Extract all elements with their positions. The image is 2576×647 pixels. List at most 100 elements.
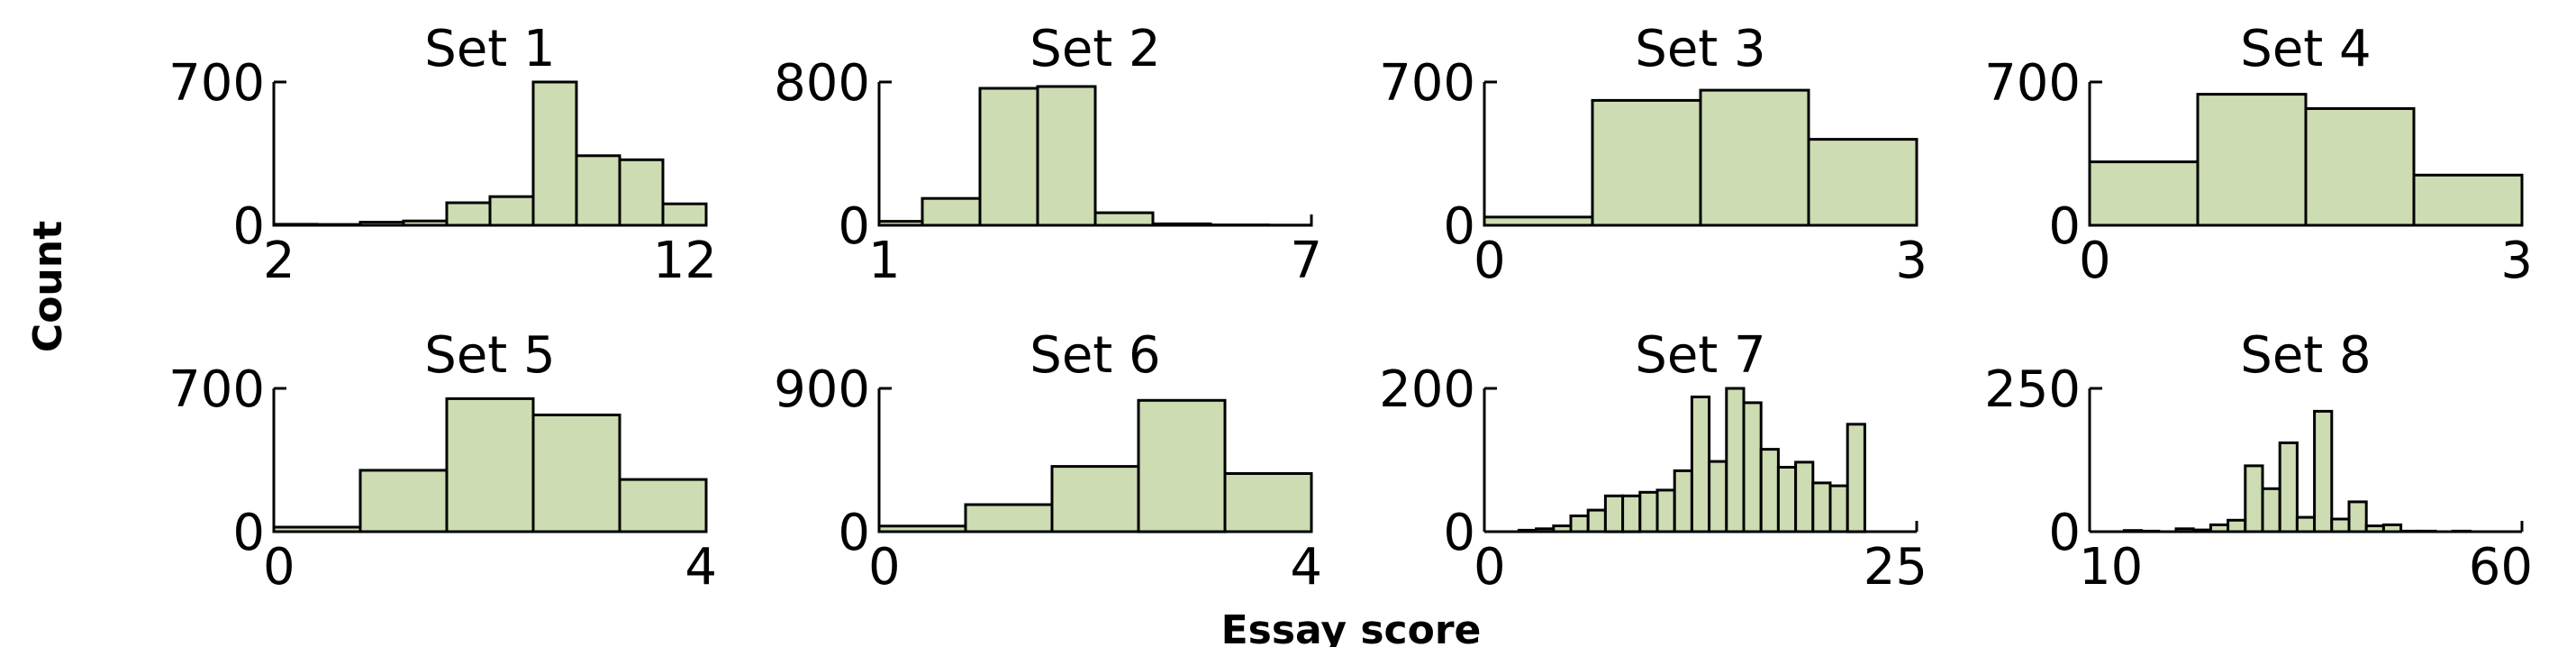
bar-3-4 xyxy=(1807,138,1918,227)
bar-7-13 xyxy=(1725,387,1746,533)
bar-6-3 xyxy=(1050,465,1140,533)
y-tick-label-7-2: 200 xyxy=(1379,360,1475,419)
panel-5: 0 700 0 4 Set 5 xyxy=(168,326,717,597)
bar-7-11 xyxy=(1690,396,1711,533)
y-tick-label-3-2: 700 xyxy=(1379,54,1475,113)
bar-7-6 xyxy=(1603,494,1625,533)
panel-title-5: Set 5 xyxy=(424,326,555,385)
x-tick-label-2-1: 1 xyxy=(868,232,901,290)
bar-7-20 xyxy=(1846,423,1866,533)
panel-4: 0 700 0 3 Set 4 xyxy=(1984,20,2533,290)
panel-1: 0 700 2 12 Set 1 xyxy=(168,20,717,290)
y-tick-label-4-2: 700 xyxy=(1984,54,2081,113)
bar-7-15 xyxy=(1759,448,1780,533)
bar-2-3 xyxy=(978,87,1039,227)
bar-1-10 xyxy=(661,202,708,227)
x-tick-label-4-2: 3 xyxy=(2500,232,2533,290)
x-tick-label-4-1: 0 xyxy=(2079,232,2111,290)
panel-7: 0 200 0 25 Set 7 xyxy=(1379,326,1927,597)
y-tick-label-4-1: 0 xyxy=(2048,197,2081,256)
y-tick-label-3-1: 0 xyxy=(1443,197,1475,256)
x-tick-label-5-1: 0 xyxy=(263,538,295,597)
bar-4-2 xyxy=(2196,93,2308,227)
bar-4-4 xyxy=(2412,173,2524,227)
panels: 0 700 2 12 Set 1 0 800 1 7 Set 2 0 700 0 3 Set 3 0 700 0 3… xyxy=(168,20,2533,597)
bar-2-4 xyxy=(1036,85,1097,227)
panel-3: 0 700 0 3 Set 3 xyxy=(1379,20,1927,290)
bar-6-5 xyxy=(1223,472,1313,533)
bar-8-14 xyxy=(2330,517,2351,533)
bar-3-2 xyxy=(1591,98,1702,227)
x-tick-label-3-1: 0 xyxy=(1474,232,1506,290)
bar-7-8 xyxy=(1638,490,1659,533)
bar-3-3 xyxy=(1699,88,1810,227)
bar-1-9 xyxy=(618,158,665,227)
bar-5-5 xyxy=(618,478,708,533)
bar-8-15 xyxy=(2347,500,2368,533)
bar-1-7 xyxy=(531,80,578,227)
bar-8-13 xyxy=(2313,409,2334,533)
x-tick-label-8-1: 10 xyxy=(2079,538,2143,597)
bar-2-2 xyxy=(921,196,982,227)
y-tick-label-6-1: 0 xyxy=(838,504,870,562)
panel-title-6: Set 6 xyxy=(1029,326,1160,385)
y-tick-label-1-2: 700 xyxy=(168,54,265,113)
y-tick-label-6-2: 900 xyxy=(774,360,870,419)
bar-5-3 xyxy=(445,396,535,533)
bar-7-14 xyxy=(1742,401,1763,533)
panel-title-7: Set 7 xyxy=(1635,326,1765,385)
panel-title-1: Set 1 xyxy=(424,20,555,78)
bar-4-3 xyxy=(2304,107,2416,227)
bar-8-9 xyxy=(2244,464,2264,533)
y-tick-label-7-1: 0 xyxy=(1443,504,1475,562)
bar-1-8 xyxy=(575,154,621,227)
bar-7-7 xyxy=(1621,494,1642,533)
x-tick-label-7-1: 0 xyxy=(1474,538,1506,597)
x-tick-label-1-1: 2 xyxy=(263,232,295,290)
bar-1-6 xyxy=(488,195,535,227)
figure-xlabel: Essay score xyxy=(1221,607,1482,647)
figure-ylabel: Count xyxy=(25,221,71,352)
y-tick-label-5-1: 0 xyxy=(232,504,265,562)
bar-7-17 xyxy=(1794,460,1815,533)
y-tick-label-8-1: 0 xyxy=(2048,504,2081,562)
x-tick-label-2-2: 7 xyxy=(1290,232,1322,290)
x-tick-label-1-2: 12 xyxy=(653,232,717,290)
bar-7-12 xyxy=(1708,460,1728,533)
bar-8-10 xyxy=(2261,487,2281,533)
panel-title-3: Set 3 xyxy=(1635,20,1765,78)
bar-7-18 xyxy=(1811,481,1832,533)
panel-title-2: Set 2 xyxy=(1029,20,1160,78)
bar-7-16 xyxy=(1776,466,1798,533)
bar-7-5 xyxy=(1586,508,1607,533)
bar-6-4 xyxy=(1137,398,1227,533)
y-tick-label-2-2: 800 xyxy=(774,54,870,113)
bar-6-2 xyxy=(964,503,1054,533)
bar-8-11 xyxy=(2278,441,2299,533)
panel-title-8: Set 8 xyxy=(2240,326,2371,385)
bar-2-5 xyxy=(1093,211,1155,227)
bar-7-10 xyxy=(1673,469,1693,533)
x-tick-label-6-1: 0 xyxy=(868,538,901,597)
bar-7-4 xyxy=(1569,515,1590,533)
panel-2: 0 800 1 7 Set 2 xyxy=(774,20,1322,290)
x-tick-label-8-2: 60 xyxy=(2469,538,2533,597)
bar-5-4 xyxy=(531,414,621,533)
x-tick-label-7-2: 25 xyxy=(1864,538,1927,597)
y-tick-label-2-1: 0 xyxy=(838,197,870,256)
panel-6: 0 900 0 4 Set 6 xyxy=(774,326,1322,597)
bar-7-19 xyxy=(1828,484,1849,533)
bar-5-2 xyxy=(358,469,449,533)
y-tick-label-8-2: 250 xyxy=(1984,360,2081,419)
y-tick-label-5-2: 700 xyxy=(168,360,265,419)
panel-8: 0 250 10 60 Set 8 xyxy=(1984,326,2533,597)
x-tick-label-6-2: 4 xyxy=(1290,538,1322,597)
x-tick-label-5-2: 4 xyxy=(685,538,717,597)
y-tick-label-1-1: 0 xyxy=(232,197,265,256)
x-tick-label-3-2: 3 xyxy=(1895,232,1927,290)
bar-4-1 xyxy=(2088,160,2200,227)
bar-7-9 xyxy=(1655,488,1676,533)
bar-8-12 xyxy=(2295,515,2317,533)
bar-1-5 xyxy=(445,201,492,227)
